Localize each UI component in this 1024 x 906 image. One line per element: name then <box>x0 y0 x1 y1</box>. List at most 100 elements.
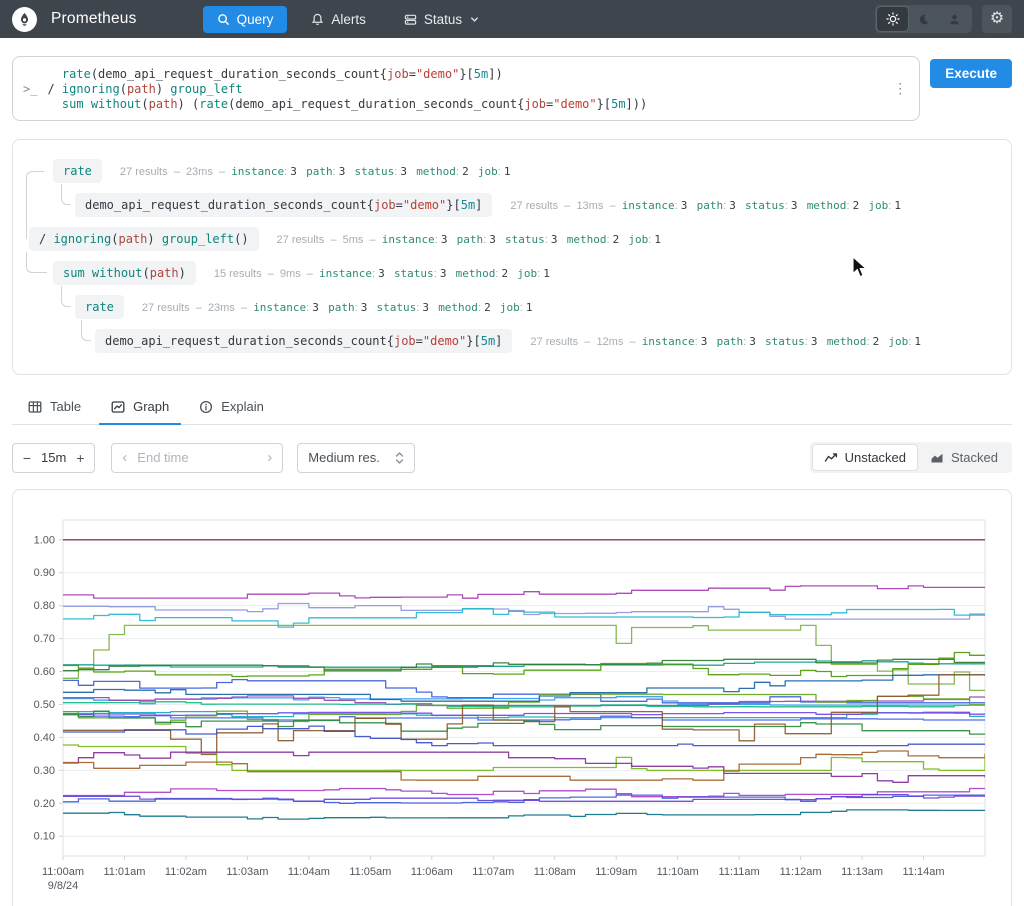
query-editor[interactable]: >_ rate(demo_api_request_duration_second… <box>12 56 921 121</box>
svg-text:11:02am: 11:02am <box>165 866 207 878</box>
range-increase-button[interactable]: + <box>70 450 90 466</box>
tree-row: rate 27 results – 23ms – instance: 3 pat… <box>29 154 995 188</box>
info-icon <box>199 400 213 414</box>
nav-query-button[interactable]: Query <box>202 5 288 33</box>
time-back-chevron[interactable]: ‹ <box>122 449 128 466</box>
editor-menu-button[interactable]: ⋮ <box>887 80 913 97</box>
svg-text:0.40: 0.40 <box>34 732 55 744</box>
tree-node-selector[interactable]: demo_api_request_duration_seconds_count{… <box>75 193 493 217</box>
range-decrease-button[interactable]: − <box>17 450 37 466</box>
svg-text:0.70: 0.70 <box>34 633 55 645</box>
range-value[interactable]: 15m <box>41 450 67 465</box>
theme-auto-button[interactable] <box>939 7 970 31</box>
svg-text:11:11am: 11:11am <box>719 866 760 878</box>
area-chart-icon <box>930 452 944 464</box>
select-caret-icon <box>395 451 404 465</box>
nav-status-menu[interactable]: Status <box>390 6 494 33</box>
tree-connector <box>61 286 71 307</box>
svg-text:9/8/24: 9/8/24 <box>48 880 79 892</box>
tab-graph[interactable]: Graph <box>99 391 182 425</box>
query-line: rate(demo_api_request_duration_seconds_c… <box>61 67 503 81</box>
svg-text:0.10: 0.10 <box>34 831 55 843</box>
time-forward-chevron[interactable]: › <box>267 449 273 466</box>
query-code[interactable]: rate(demo_api_request_duration_seconds_c… <box>47 65 887 112</box>
tree-connector <box>26 252 47 273</box>
tree-row: / ignoring(path) group_left() 27 results… <box>29 222 995 256</box>
tree-node-stats: 27 results – 23ms – instance: 3 path: 3 … <box>119 164 511 178</box>
stacked-button[interactable]: Stacked <box>918 444 1010 471</box>
resolution-select[interactable]: Medium res. <box>297 442 416 473</box>
moon-icon <box>917 13 930 26</box>
tree-node-binary-expr[interactable]: / ignoring(path) group_left() <box>29 227 259 251</box>
svg-text:11:06am: 11:06am <box>411 866 453 878</box>
tree-node-stats: 27 results – 12ms – instance: 3 path: 3 … <box>530 334 921 348</box>
unstacked-button[interactable]: Unstacked <box>811 444 919 471</box>
prometheus-logo <box>12 6 37 32</box>
graph-panel: 1.00 0.90 0.80 0.70 0.60 0.50 0.40 0.30 0.20 0.10… <box>12 489 1012 906</box>
end-time-picker[interactable]: ‹ End time › <box>111 442 284 473</box>
tree-node-rate[interactable]: rate <box>53 159 102 183</box>
theme-light-button[interactable] <box>877 7 908 31</box>
table-icon <box>28 400 42 414</box>
svg-text:11:07am: 11:07am <box>472 866 514 878</box>
query-tree-panel: rate 27 results – 23ms – instance: 3 pat… <box>12 139 1012 375</box>
svg-text:0.90: 0.90 <box>34 567 55 579</box>
tree-row: sum without(path) 15 results – 9ms – ins… <box>29 256 995 290</box>
tree-node-selector[interactable]: demo_api_request_duration_seconds_count{… <box>95 329 513 353</box>
svg-text:0.50: 0.50 <box>34 699 55 711</box>
svg-text:0.80: 0.80 <box>34 600 55 612</box>
user-icon <box>948 13 961 26</box>
range-stepper: − 15m + <box>12 442 96 473</box>
tree-row: demo_api_request_duration_seconds_count{… <box>29 188 995 222</box>
svg-text:11:10am: 11:10am <box>657 866 699 878</box>
svg-text:11:05am: 11:05am <box>349 866 391 878</box>
stacking-toggle-group: Unstacked Stacked <box>809 442 1012 473</box>
svg-text:11:13am: 11:13am <box>841 866 883 878</box>
svg-text:0.60: 0.60 <box>34 666 55 678</box>
svg-text:1.00: 1.00 <box>34 534 55 546</box>
sun-icon <box>885 12 900 26</box>
tree-node-stats: 27 results – 5ms – instance: 3 path: 3 s… <box>276 232 661 246</box>
settings-button[interactable]: ⚙ <box>982 5 1012 33</box>
gear-icon: ⚙ <box>989 10 1005 27</box>
result-tabs: Table Graph Explain <box>12 391 1012 425</box>
graph-canvas[interactable]: 1.00 0.90 0.80 0.70 0.60 0.50 0.40 0.30 0.20 0.10… <box>27 504 997 906</box>
chevron-down-icon <box>469 14 480 25</box>
theme-dark-button[interactable] <box>908 7 939 31</box>
svg-text:11:09am: 11:09am <box>595 866 637 878</box>
svg-text:11:00am: 11:00am <box>42 866 84 878</box>
tab-table[interactable]: Table <box>16 391 93 425</box>
tree-connector <box>61 184 71 205</box>
graph-icon <box>111 400 125 414</box>
query-line: sum without(path) (rate(demo_api_request… <box>61 97 648 111</box>
svg-text:11:12am: 11:12am <box>780 866 822 878</box>
tree-row: rate 27 results – 23ms – instance: 3 pat… <box>29 290 995 324</box>
tree-node-stats: 27 results – 23ms – instance: 3 path: 3 … <box>141 300 533 314</box>
search-icon <box>217 13 230 26</box>
database-icon <box>404 13 417 26</box>
tree-connector <box>26 171 44 239</box>
tab-explain[interactable]: Explain <box>187 391 276 425</box>
tree-node-rate[interactable]: rate <box>75 295 124 319</box>
top-navbar: Prometheus Query Alerts Status <box>0 0 1024 38</box>
line-chart[interactable]: 1.00 0.90 0.80 0.70 0.60 0.50 0.40 0.30 0.20 0.10… <box>27 504 993 906</box>
query-line: / ignoring(path) group_left <box>47 82 243 96</box>
svg-text:11:01am: 11:01am <box>103 866 145 878</box>
line-chart-icon <box>824 452 838 464</box>
tree-row: demo_api_request_duration_seconds_count{… <box>29 324 995 358</box>
execute-button[interactable]: Execute <box>930 59 1012 88</box>
app-title: Prometheus <box>51 10 137 27</box>
bell-icon <box>311 13 324 26</box>
terminal-prompt-icon: >_ <box>23 81 38 96</box>
end-time-input[interactable]: End time <box>137 450 189 465</box>
nav-alerts-button[interactable]: Alerts <box>297 6 380 33</box>
svg-text:11:08am: 11:08am <box>534 866 576 878</box>
tree-node-stats: 15 results – 9ms – instance: 3 status: 3… <box>213 266 550 280</box>
tree-node-sum-without[interactable]: sum without(path) <box>53 261 196 285</box>
svg-text:11:03am: 11:03am <box>226 866 268 878</box>
torch-icon <box>20 12 29 26</box>
theme-toggle-group <box>875 5 972 33</box>
tree-connector <box>81 320 91 341</box>
svg-text:11:14am: 11:14am <box>903 866 945 878</box>
tree-node-stats: 27 results – 13ms – instance: 3 path: 3 … <box>510 198 901 212</box>
